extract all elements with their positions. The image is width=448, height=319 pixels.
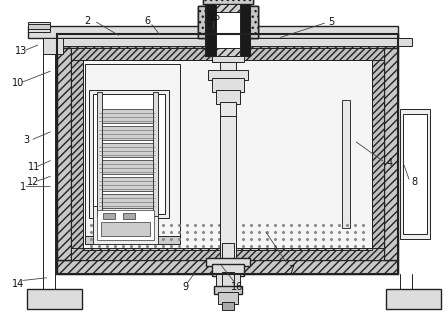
Bar — [93, 94, 165, 214]
Bar — [83, 60, 372, 248]
Polygon shape — [83, 248, 372, 250]
Bar — [99, 109, 155, 123]
Bar — [400, 109, 430, 239]
Bar — [207, 70, 247, 80]
Text: 7: 7 — [288, 264, 294, 275]
Bar — [211, 264, 244, 276]
Bar — [43, 38, 63, 54]
Bar — [103, 213, 115, 219]
Text: 3: 3 — [23, 135, 29, 145]
Bar — [85, 64, 180, 238]
Polygon shape — [71, 48, 384, 60]
Text: 11: 11 — [27, 162, 40, 173]
Bar — [43, 38, 412, 46]
Polygon shape — [384, 48, 398, 260]
Text: 16: 16 — [231, 282, 244, 292]
Bar — [28, 22, 50, 32]
Text: 10: 10 — [12, 78, 24, 88]
Bar — [123, 213, 135, 219]
Bar — [97, 210, 154, 240]
Text: 15: 15 — [209, 11, 221, 22]
Bar — [85, 236, 180, 244]
Bar — [220, 102, 236, 116]
Bar — [386, 289, 441, 309]
Bar — [217, 292, 237, 304]
Text: 2: 2 — [84, 16, 90, 26]
Bar — [206, 4, 215, 56]
Text: 13: 13 — [15, 46, 28, 56]
Bar — [89, 90, 169, 218]
Text: 8: 8 — [411, 177, 418, 187]
Bar — [99, 160, 155, 174]
Bar — [202, 0, 253, 4]
Text: 1: 1 — [20, 182, 26, 192]
Polygon shape — [57, 48, 71, 260]
Bar — [99, 177, 155, 191]
Text: 5: 5 — [328, 17, 335, 27]
Bar — [221, 243, 233, 278]
Bar — [97, 92, 102, 216]
Polygon shape — [202, 0, 253, 4]
Polygon shape — [71, 48, 83, 260]
Bar — [221, 272, 233, 302]
Bar — [153, 92, 158, 216]
Bar — [215, 12, 240, 48]
Bar — [27, 289, 82, 309]
Bar — [198, 6, 258, 38]
Bar — [221, 302, 233, 310]
Text: 12: 12 — [27, 177, 40, 187]
Bar — [206, 258, 250, 266]
Polygon shape — [215, 4, 240, 56]
Polygon shape — [372, 48, 384, 260]
Bar — [57, 34, 398, 274]
Bar — [99, 143, 155, 157]
Bar — [211, 54, 244, 62]
Bar — [211, 78, 244, 92]
Bar — [57, 34, 398, 274]
Bar — [214, 286, 241, 294]
Bar — [99, 126, 155, 140]
Text: 9: 9 — [183, 282, 189, 292]
Polygon shape — [198, 6, 258, 38]
Bar — [93, 206, 158, 244]
Bar — [206, 4, 250, 56]
Polygon shape — [71, 248, 384, 260]
Bar — [215, 90, 240, 104]
Text: 4: 4 — [387, 158, 393, 168]
Bar — [198, 6, 258, 38]
Bar — [28, 26, 398, 38]
Bar — [99, 194, 155, 208]
Bar — [220, 56, 236, 268]
Bar — [403, 114, 427, 234]
Text: 6: 6 — [145, 16, 151, 26]
Bar — [215, 274, 240, 286]
Bar — [101, 222, 150, 236]
Bar — [28, 24, 50, 29]
Bar — [240, 4, 250, 56]
Polygon shape — [57, 34, 398, 48]
Text: 14: 14 — [12, 279, 24, 289]
Polygon shape — [57, 260, 398, 274]
Bar — [342, 100, 350, 228]
